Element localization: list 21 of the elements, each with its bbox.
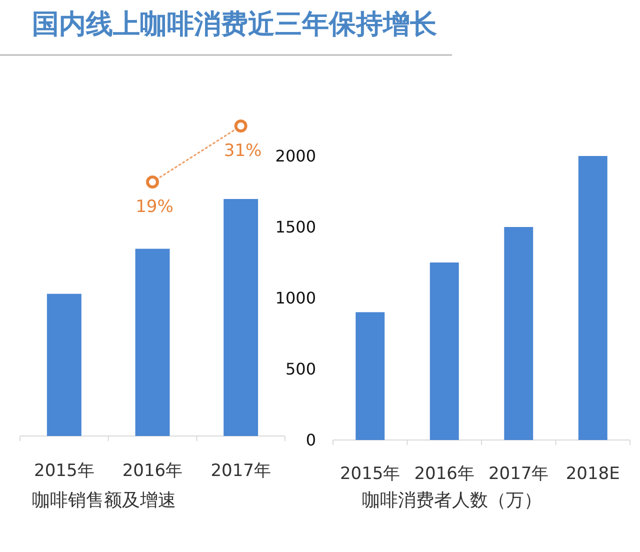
- x-tick-label: 2016年: [414, 464, 475, 484]
- bar: [430, 262, 459, 440]
- y-tick-label: 1000: [275, 288, 316, 308]
- x-tick-label: 2017年: [488, 464, 549, 484]
- data-label: 19%: [136, 197, 174, 217]
- x-tick-label: 2016年: [122, 461, 183, 481]
- bar: [504, 227, 534, 440]
- x-tick-label: 2017年: [210, 461, 271, 481]
- x-tick-label: 2015年: [340, 464, 400, 484]
- x-tick-label: 2018E: [566, 464, 620, 484]
- x-tick-label: 2015年: [34, 461, 94, 481]
- bar: [578, 156, 608, 440]
- y-tick-label: 1500: [275, 218, 316, 237]
- x-axis-title: 咖啡销售额及增速: [32, 490, 176, 511]
- x-axis-title: 咖啡消费者人数（万）: [362, 490, 542, 511]
- y-tick-label: 0: [306, 430, 316, 450]
- data-label: 31%: [224, 141, 262, 161]
- chart-title: 国内线上咖啡消费近三年保持增长: [32, 9, 437, 40]
- bar: [356, 312, 385, 440]
- y-tick-label: 500: [285, 360, 316, 379]
- y-tick-label: 2000: [275, 146, 316, 166]
